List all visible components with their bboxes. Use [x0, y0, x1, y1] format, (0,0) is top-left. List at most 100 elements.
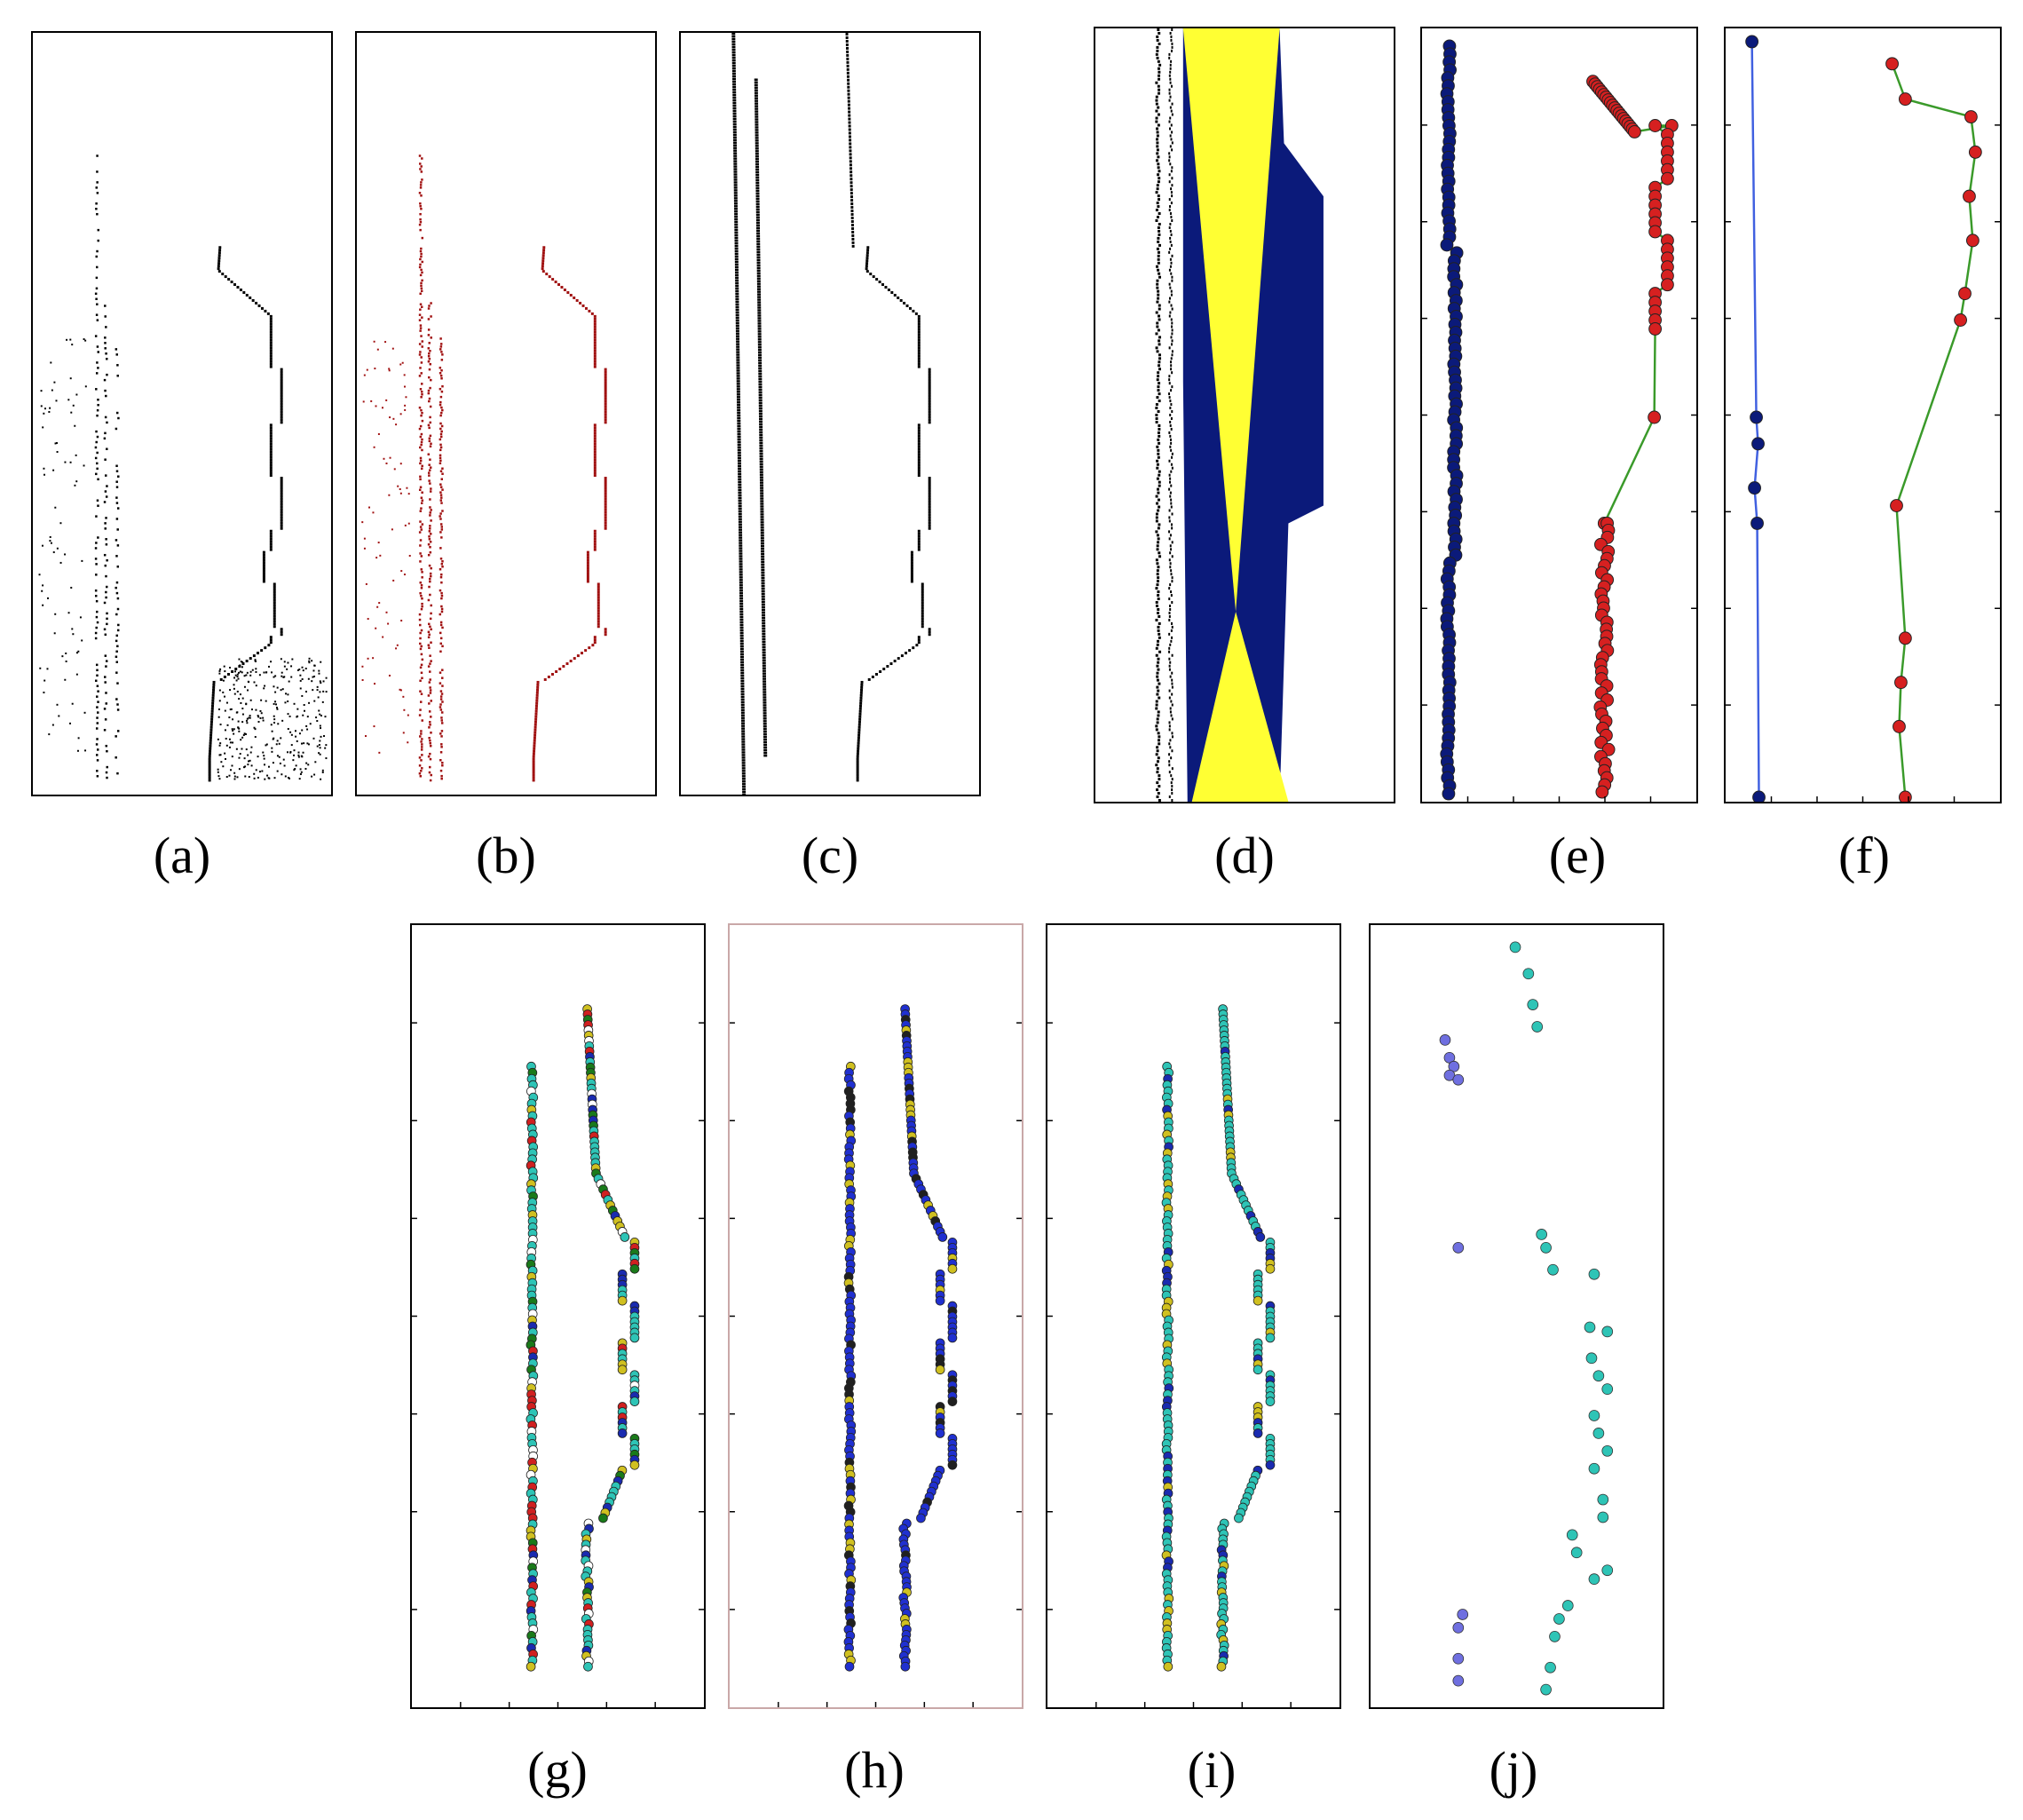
panel-a-blob-point [290, 733, 293, 736]
panel-b-line-point [428, 352, 431, 355]
panel-c-line-point [739, 563, 743, 566]
panel-c-line-point [763, 748, 768, 752]
panel-b-scatter-point [383, 457, 385, 460]
panel-a-profile-point [269, 445, 273, 448]
panel-d-left-point [1171, 353, 1173, 357]
panel-b-scatter-point [393, 468, 396, 471]
panel-b-line-point [439, 414, 442, 417]
panel-b-line-point [420, 396, 423, 399]
panel-c-line-point [735, 316, 739, 319]
panel-d-left-point [1156, 35, 1159, 38]
panel-a-line-point [96, 170, 99, 173]
panel-j-cyan-marker [1601, 1564, 1614, 1577]
panel-c-profile-point [846, 46, 849, 50]
panel-a-blob-point [258, 771, 261, 773]
panel-d-left-point [1157, 293, 1160, 297]
panel-c-line-point [762, 637, 766, 641]
panel-b-line-point [419, 510, 423, 512]
panel-a-blob-point [245, 748, 248, 751]
panel-d-left-point [1158, 170, 1161, 173]
panel-b-profile-point [593, 450, 597, 454]
panel-a-profile-point [280, 489, 283, 493]
panel-a-blob-point [230, 708, 233, 710]
panel-d-left-point [1158, 229, 1161, 233]
panel-c-profile-point [910, 556, 913, 559]
panel-j-plot [1439, 941, 1614, 1696]
panel-d-left-point [1156, 721, 1159, 724]
panel-c-line-point [754, 83, 758, 86]
panel-c-line-point [737, 416, 741, 420]
panel-b-profile-point [541, 257, 545, 260]
panel-c-line-point [738, 467, 742, 471]
panel-a-profile-point [280, 518, 283, 522]
panel-b-line-point [440, 528, 444, 531]
panel-d-left-point [1157, 509, 1160, 512]
panel-b-line-point [440, 774, 443, 778]
panel-a-profile-point [218, 249, 222, 252]
panel-a-blob-point [281, 719, 284, 722]
panel-c-profile-point [889, 662, 893, 666]
panel-a-profile-point [212, 680, 216, 684]
panel-d-left-point [1171, 717, 1173, 721]
panel-a-profile-point [208, 776, 211, 779]
panel-c-line-point [741, 722, 746, 724]
panel-c-profile-point [857, 731, 861, 734]
panel-c-line-point [757, 317, 762, 320]
panel-b-profile-point [586, 550, 589, 554]
panel-a-blob-point [287, 700, 289, 702]
panel-b-scatter-point [400, 620, 403, 622]
panel-b-line-point [427, 598, 431, 602]
panel-a-blob-point [222, 691, 225, 693]
panel-b-line-point [441, 353, 444, 356]
panel-d-left-point [1169, 229, 1172, 233]
panel-a-profile-point [234, 668, 238, 671]
panel-b-line-point [441, 510, 444, 512]
panel-b-scatter-point [375, 405, 377, 408]
panel-d-left-point [1169, 236, 1172, 240]
panel-a-profile-point [280, 502, 283, 506]
panel-b-line-point [439, 375, 443, 377]
panel-b-line-point [440, 594, 444, 597]
panel-d-left-point [1168, 530, 1171, 534]
panel-c-line-point [760, 529, 764, 532]
panel-c-line-point [734, 265, 739, 269]
panel-c-line-point [739, 621, 744, 624]
panel-a-profile-point [269, 336, 273, 339]
panel-c-line-point [736, 375, 740, 377]
panel-a-scatter-point [43, 467, 45, 470]
panel-a-line-point [96, 435, 99, 439]
panel-a-blob-point [325, 691, 328, 693]
panel-b-line-point [418, 531, 422, 534]
panel-g-right-marker [629, 1460, 640, 1470]
panel-h-right-marker [935, 1428, 945, 1438]
panel-c-line-point [734, 260, 739, 264]
panel-c-profile-point [890, 291, 894, 294]
panel-a-blob-point [233, 732, 235, 735]
panel-a-profile-point [269, 349, 273, 352]
panel-c-profile-point [917, 463, 921, 467]
panel-b-line-point [420, 692, 423, 695]
panel-b-profile-point [562, 665, 565, 669]
panel-a-line-point [95, 563, 98, 566]
panel-d-left-point [1171, 219, 1173, 222]
panel-a-line-point [103, 708, 107, 710]
panel-b-line-point [421, 345, 423, 348]
panel-a-profile-point [269, 442, 273, 446]
panel-a-blob-point [239, 670, 241, 673]
panel-c-profile-point [917, 466, 921, 470]
panel-b-line-point [418, 313, 422, 316]
panel-b-line-point [421, 767, 423, 770]
panel-d-left-point [1157, 576, 1160, 580]
panel-c-line-point [736, 385, 740, 388]
panel-b-line-point [428, 368, 431, 371]
panel-c-profile-point [908, 306, 912, 310]
panel-c-profile-point [917, 529, 921, 533]
panel-a-line-point [106, 447, 108, 451]
panel-c-profile-point [845, 39, 849, 43]
panel-b-scatter-point [372, 657, 375, 660]
panel-b-scatter-point [404, 408, 407, 411]
panel-b-line-point [429, 458, 431, 461]
panel-a-profile-point [209, 728, 213, 732]
panel-c-line-point [755, 186, 760, 190]
panel-c-profile-point [928, 513, 931, 517]
